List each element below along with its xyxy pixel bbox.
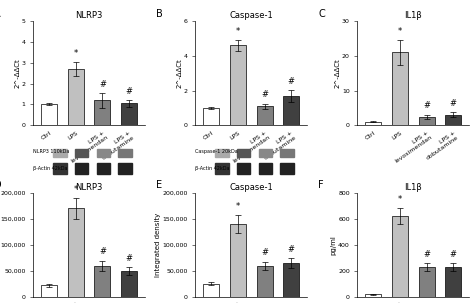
Bar (41, 105, 57, 125)
Bar (97, 149, 110, 157)
Bar (419, 267, 435, 297)
Bar (53, 163, 67, 174)
Bar (94, 266, 110, 297)
Text: #: # (288, 245, 295, 254)
Bar (53, 149, 67, 157)
Bar (203, 108, 219, 125)
Bar (41, 285, 57, 297)
Bar (74, 149, 88, 157)
Bar (216, 163, 229, 174)
Text: β-Actin 42kDa: β-Actin 42kDa (195, 166, 230, 171)
Bar (97, 163, 110, 174)
Text: *: * (398, 195, 402, 204)
Y-axis label: 2^-ΔΔCt: 2^-ΔΔCt (176, 58, 182, 88)
Y-axis label: Integrated density: Integrated density (155, 213, 161, 277)
Bar (237, 149, 250, 157)
Text: *: * (73, 185, 78, 194)
Title: NLRP3: NLRP3 (75, 183, 103, 192)
Bar (259, 149, 273, 157)
Bar (419, 117, 435, 125)
Bar (392, 52, 408, 125)
Text: *: * (236, 201, 240, 211)
Bar (118, 149, 132, 157)
Bar (118, 163, 132, 174)
Bar (216, 149, 229, 157)
Text: *: * (73, 48, 78, 58)
Title: IL1β: IL1β (404, 183, 422, 192)
Text: *: * (398, 27, 402, 36)
Text: NLRP3 110kDa: NLRP3 110kDa (33, 149, 70, 154)
Y-axis label: 2^-ΔΔCt: 2^-ΔΔCt (14, 58, 20, 88)
Bar (280, 163, 294, 174)
Text: #: # (99, 247, 106, 256)
Bar (68, 208, 84, 297)
Text: #: # (99, 80, 106, 89)
Bar (230, 224, 246, 297)
Text: Caspase-1 20kDa: Caspase-1 20kDa (195, 149, 238, 154)
Text: *: * (236, 27, 240, 36)
Text: #: # (261, 248, 268, 258)
Text: β-Actin 42kDa: β-Actin 42kDa (33, 166, 68, 171)
Text: #: # (450, 250, 457, 259)
Bar (68, 69, 84, 125)
Bar (283, 96, 299, 125)
Title: Caspase-1: Caspase-1 (229, 183, 273, 192)
Bar (445, 267, 461, 297)
Text: C: C (319, 9, 325, 19)
Text: B: B (156, 9, 163, 19)
Bar (256, 266, 273, 297)
Bar (259, 163, 273, 174)
Title: NLRP3: NLRP3 (75, 12, 103, 20)
Bar (74, 163, 88, 174)
Y-axis label: pg/ml: pg/ml (331, 235, 337, 255)
Bar (280, 149, 294, 157)
Text: #: # (423, 101, 430, 110)
Text: #: # (450, 99, 457, 108)
Text: E: E (156, 180, 162, 190)
Text: #: # (423, 250, 430, 259)
Text: #: # (126, 87, 133, 96)
Bar (365, 122, 382, 125)
Bar (256, 106, 273, 125)
Y-axis label: 2^-ΔΔCt: 2^-ΔΔCt (335, 58, 340, 88)
Bar (392, 216, 408, 297)
Text: D: D (0, 180, 2, 190)
Bar (365, 294, 382, 297)
Bar (121, 103, 137, 125)
Bar (283, 263, 299, 297)
Text: F: F (319, 180, 324, 190)
Text: #: # (126, 254, 133, 263)
Title: Caspase-1: Caspase-1 (229, 12, 273, 20)
Text: #: # (261, 90, 268, 99)
Bar (203, 284, 219, 297)
Bar (230, 45, 246, 125)
Bar (121, 271, 137, 297)
Text: #: # (288, 77, 295, 85)
Bar (94, 100, 110, 125)
Title: IL1β: IL1β (404, 12, 422, 20)
Bar (237, 163, 250, 174)
Bar (445, 115, 461, 125)
